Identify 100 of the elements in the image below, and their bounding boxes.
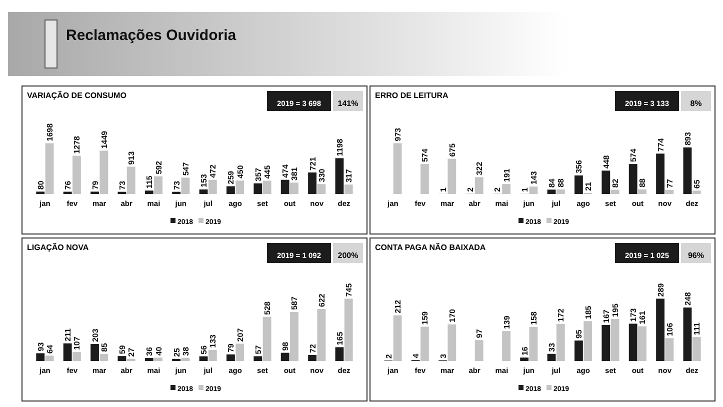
data-label: 65 [692,179,702,189]
data-label: 2 [493,186,502,192]
bar [393,315,402,361]
data-label: 259 [226,170,236,184]
data-label: 73 [118,180,127,190]
data-label: 381 [290,166,300,181]
data-label: 1449 [100,130,109,149]
bar [344,184,353,194]
bar [226,354,235,361]
bar [683,147,692,194]
data-label: 448 [602,154,611,169]
data-label: 143 [529,170,538,185]
bar [262,180,272,194]
bar [638,189,646,194]
bar [144,358,154,361]
data-label: 79 [90,180,100,190]
bar [393,143,402,194]
bar [126,166,136,194]
bar [208,350,217,361]
data-label: 111 [692,322,702,336]
data-label: 16 [520,346,530,356]
bar [574,340,583,361]
bar [290,182,298,194]
chart-title: LIGAÇÃO NOVA [27,242,89,252]
chart-title: VARIAÇÃO DE CONSUMO [27,90,126,100]
bar [665,338,674,361]
bar [602,324,610,361]
bar [584,321,592,361]
bar [236,344,244,361]
data-label: 115 [145,175,154,189]
data-label: 3 [438,353,448,358]
data-label: 721 [308,156,318,170]
text: Reclamações Ouvidoria [66,27,237,44]
bar [683,308,692,361]
data-label: 79 [226,342,236,352]
bar [556,189,565,194]
bar [290,312,298,361]
data-label: 474 [281,164,290,178]
bar [181,178,190,194]
data-label: 97 [475,328,484,338]
data-label: 72 [308,344,318,353]
bar [502,184,510,194]
data-label: 356 [574,160,584,174]
bar [692,337,701,361]
data-label: 167 [602,309,611,323]
data-label: 893 [683,132,692,146]
data-label: 1198 [335,138,344,156]
data-label: 587 [290,296,300,310]
data-label: 450 [236,164,245,179]
data-label: 322 [475,161,484,176]
bar [254,356,262,361]
bar [236,180,244,194]
data-label: 172 [556,308,566,322]
data-label: 73 [172,180,182,190]
data-label: 106 [665,322,674,336]
bar [335,347,344,361]
bar [199,189,208,194]
bar [638,326,646,361]
data-label: 745 [344,282,354,297]
data-label: 25 [172,347,182,357]
data-label: 1278 [72,135,82,154]
data-label: 472 [208,164,218,178]
bar [254,183,262,194]
data-label: 93 [36,342,46,352]
data-label: 1698 [46,122,55,142]
data-label: 622 [317,293,326,307]
bar [656,154,664,194]
bar [420,164,429,194]
data-label: 76 [64,180,73,190]
data-label: 158 [529,311,538,325]
data-label: 317 [344,168,354,183]
data-label: 1 [438,186,448,192]
data-label: 77 [665,178,674,188]
data-label: 973 [394,127,403,142]
chart-title: ERRO DE LEITURA [375,91,449,100]
bar [344,298,353,361]
bar [529,326,538,361]
bar [317,184,326,194]
bar [665,190,674,194]
data-label: 98 [281,341,290,351]
data-label: 357 [254,167,263,182]
bar [529,186,538,194]
bar [556,324,565,361]
data-label: 64 [46,344,55,354]
bar [63,343,72,361]
data-label: 211 [64,328,73,342]
data-label: 80 [36,180,46,190]
text: 8% [690,99,702,108]
data-label: 107 [72,336,82,350]
data-label: 547 [181,162,190,176]
data-label: 289 [656,282,666,297]
bar [262,316,272,361]
bar [144,190,154,194]
data-label: 528 [263,300,272,315]
bar [181,358,190,361]
data-label: 56 [200,344,209,354]
data-label: 88 [638,178,648,188]
bar [280,352,290,361]
data-label: 592 [154,160,164,174]
data-label: 95 [574,329,584,339]
